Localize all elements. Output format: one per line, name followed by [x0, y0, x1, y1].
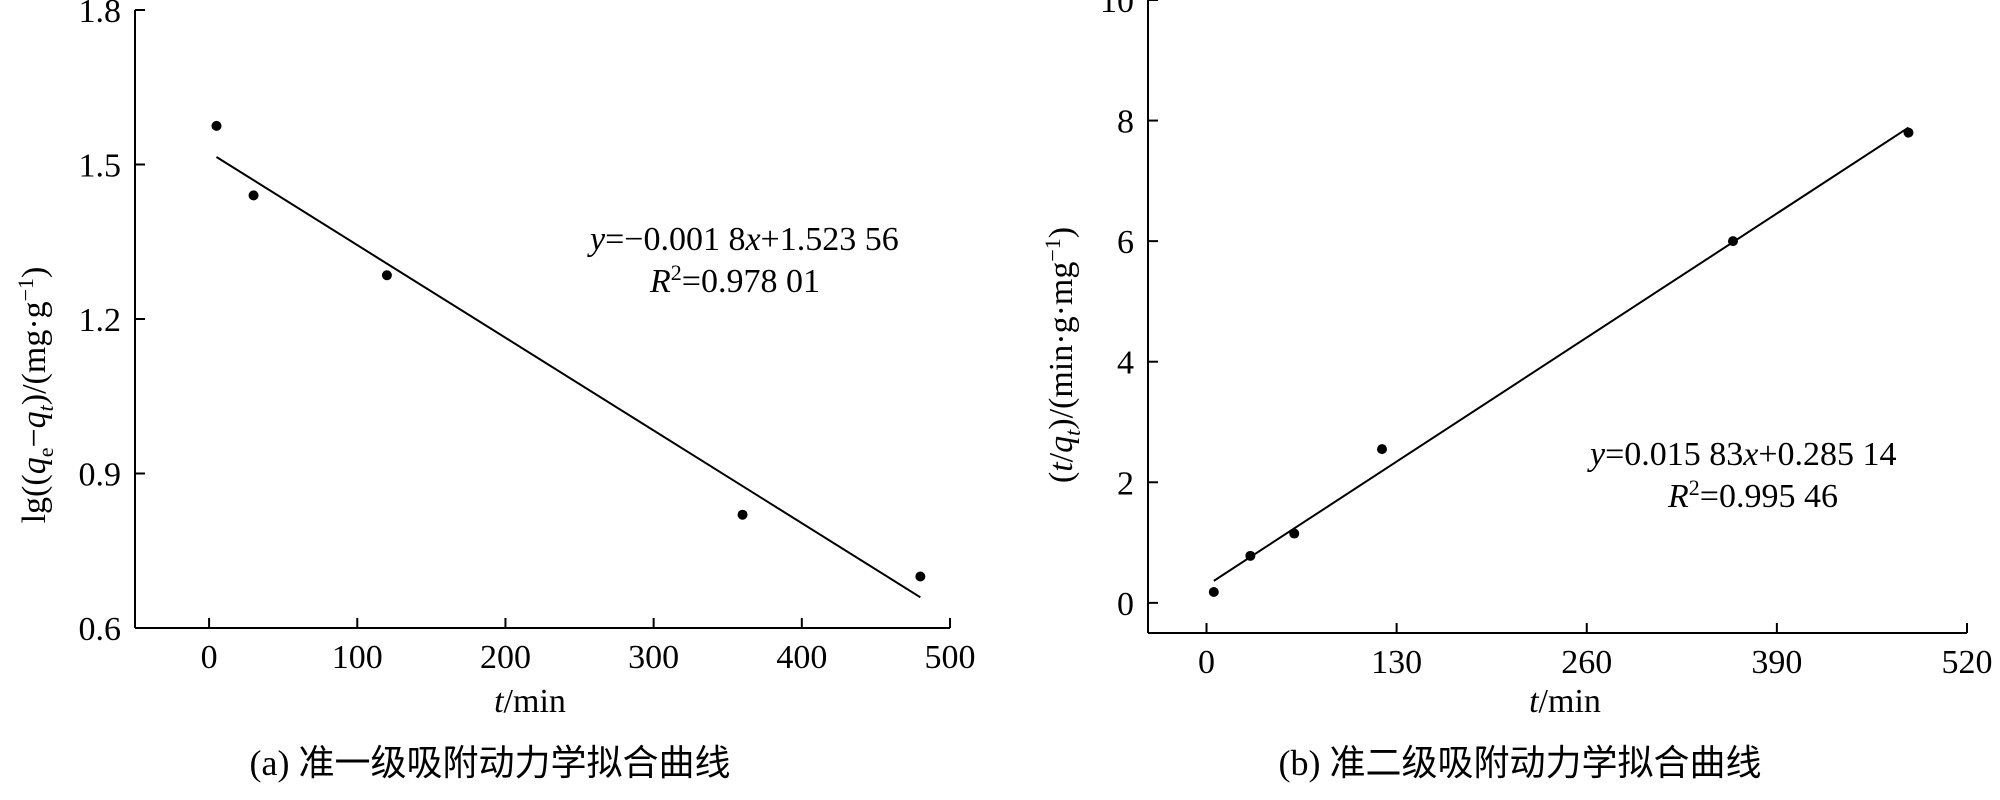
b-y-tick-label: 4	[1117, 345, 1134, 382]
a-x-tick-label: 500	[925, 639, 976, 676]
a-x-tick-label: 300	[628, 639, 679, 676]
b-data-point	[1903, 127, 1914, 138]
panel-a-fit-line	[215, 156, 921, 599]
b-data-point	[1289, 528, 1300, 539]
panel-b-x-axis-label: t/min	[1529, 683, 1601, 720]
panel-b-axes	[1147, 0, 1967, 634]
a-y-tick-label: 0.9	[79, 457, 122, 494]
panel-a-points	[211, 120, 926, 582]
b-data-point	[1728, 236, 1738, 247]
a-data-point	[381, 270, 392, 281]
panel-b-fit-line	[1213, 126, 1910, 582]
panel-a-equation: y=−0.001 8x+1.523 56	[587, 221, 899, 258]
a-y-tick-label: 0.6	[79, 611, 122, 648]
b-x-tick-label: 260	[1561, 644, 1612, 681]
panel-b-y-axis-label: (t/qt)/(min·g·mg−1)	[1040, 227, 1085, 483]
panel-a-axes	[134, 10, 950, 629]
b-x-tick-label: 520	[1942, 644, 1993, 681]
panel-b-chart: 0 130 260 390 520 0 2 4 6 8 10 y=0.015 83x+0.285 …	[1040, 0, 1993, 783]
a-x-tick-label: 100	[332, 639, 383, 676]
panel-a-caption: (a) 准一级吸附动力学拟合曲线	[250, 743, 731, 783]
panel-b-caption: (b) 准二级吸附动力学拟合曲线	[1279, 743, 1762, 783]
b-data-point	[1245, 550, 1256, 561]
a-data-point	[915, 571, 926, 582]
a-x-tick-label: 400	[776, 639, 827, 676]
panel-b-x-ticks: 0 130 260 390 520	[1198, 623, 1993, 681]
panel-b-r-squared: R2=0.995 46	[1667, 475, 1838, 515]
a-data-point	[248, 190, 259, 201]
a-y-tick-label: 1.8	[79, 0, 122, 30]
panel-a-y-ticks: 0.6 0.9 1.2 1.5 1.8	[79, 0, 145, 648]
b-x-tick-label: 0	[1198, 644, 1215, 681]
b-y-tick-label: 8	[1117, 104, 1134, 141]
b-data-point	[1377, 444, 1387, 455]
b-y-tick-label: 0	[1117, 586, 1134, 623]
a-data-point	[737, 509, 748, 520]
b-data-point	[1208, 587, 1219, 598]
panel-b-y-ticks: 0 2 4 6 8 10	[1100, 0, 1158, 623]
b-y-tick-label: 6	[1117, 224, 1134, 261]
b-x-tick-label: 390	[1751, 644, 1802, 681]
a-y-tick-label: 1.5	[79, 148, 122, 185]
a-y-tick-label: 1.2	[79, 302, 122, 339]
b-y-tick-label: 2	[1117, 465, 1134, 502]
b-x-tick-label: 130	[1371, 644, 1422, 681]
panel-a-r-squared: R2=0.978 01	[649, 260, 820, 300]
panel-a-y-axis-label: lg((qe−qt)/(mg·g−1)	[13, 267, 58, 524]
panel-b-points	[1208, 127, 1914, 598]
a-data-point	[211, 120, 222, 131]
panel-a-x-ticks: 0 100 200 300 400 500	[201, 618, 976, 676]
a-x-tick-label: 200	[480, 639, 531, 676]
panel-b-equation: y=0.015 83x+0.285 14	[1587, 436, 1897, 473]
a-x-tick-label: 0	[201, 639, 218, 676]
panel-a-x-axis-label: t/min	[494, 683, 566, 720]
panel-a-chart: 0 100 200 300 400 500 0.6 0.9 1.2 1.5 1.8 y=−0.00…	[13, 0, 976, 783]
b-y-tick-label: 10	[1100, 0, 1134, 20]
